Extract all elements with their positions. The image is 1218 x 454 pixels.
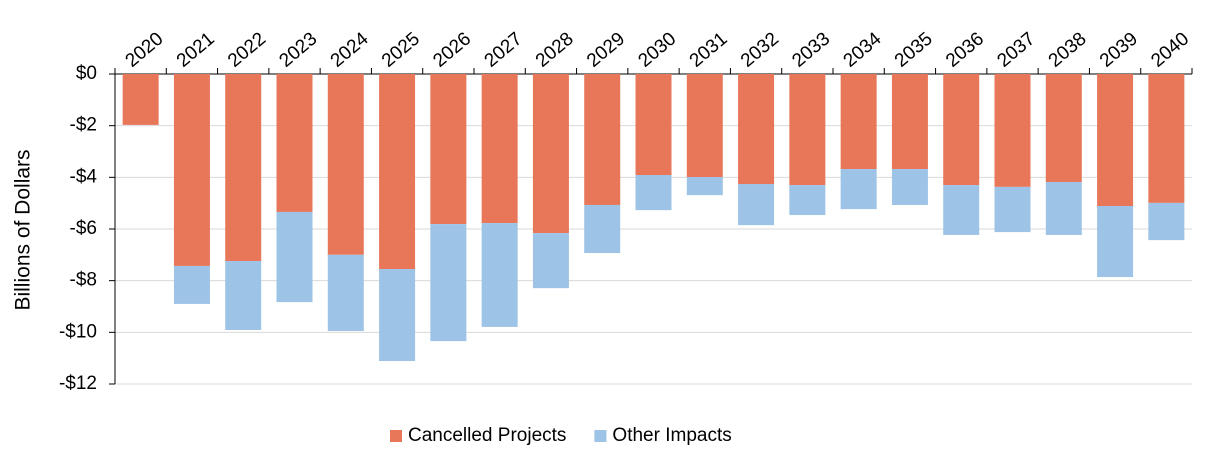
x-tick-label: 2029 [583, 28, 629, 71]
bar-segment [532, 233, 569, 289]
bar-segment [891, 74, 928, 170]
bar-segment [122, 74, 159, 125]
bar-segment [1097, 206, 1134, 278]
bar-segment [686, 177, 723, 196]
x-tick-label: 2031 [686, 28, 732, 71]
x-tick-label: 2033 [788, 28, 834, 71]
bar-segment [686, 74, 723, 178]
bar-segment [276, 211, 313, 303]
x-tick-label: 2021 [173, 28, 219, 71]
bar-segment [994, 74, 1031, 187]
bar-segment [1097, 74, 1134, 207]
y-tick-label: -$8 [70, 270, 97, 291]
bar-segment [1148, 202, 1185, 241]
y-tick-label: $0 [76, 63, 97, 84]
bar-segment [225, 74, 262, 262]
bar-segment [789, 185, 826, 216]
legend-swatch [594, 430, 607, 442]
bar-segment [532, 74, 569, 234]
bar-segment [635, 175, 672, 211]
y-tick-label: -$10 [59, 321, 97, 342]
bar-segment [584, 74, 621, 205]
bar-segment [1045, 181, 1082, 235]
bar-segment [327, 74, 364, 255]
y-tick-label: -$6 [70, 218, 97, 239]
bar-segment [943, 74, 980, 186]
y-tick-label: -$12 [59, 373, 97, 394]
x-tick-label: 2040 [1147, 28, 1193, 71]
bar-segment [738, 74, 775, 185]
y-tick-label: -$2 [70, 115, 97, 136]
bar-segment [635, 74, 672, 176]
bar-segment [943, 185, 980, 235]
bar-segment [173, 74, 210, 266]
x-tick-label: 2027 [481, 28, 527, 71]
bar-segment [173, 265, 210, 304]
bar-segment [1045, 74, 1082, 182]
y-axis-label: Billions of Dollars [12, 149, 35, 310]
bar-segment [379, 74, 416, 270]
x-tick-label: 2023 [275, 28, 321, 71]
x-tick-label: 2030 [634, 28, 680, 71]
bar-segment [430, 224, 467, 342]
x-tick-label: 2025 [378, 28, 424, 71]
x-tick-label: 2038 [1045, 28, 1091, 71]
bar-segment [994, 186, 1031, 233]
bar-segment [738, 184, 775, 226]
x-tick-label: 2028 [532, 28, 578, 71]
x-tick-label: 2039 [1096, 28, 1142, 71]
x-tick-label: 2036 [942, 28, 988, 71]
bar-segment [840, 74, 877, 170]
bar-segment [481, 74, 518, 224]
bar-segment [379, 269, 416, 362]
x-tick-label: 2026 [429, 28, 475, 71]
bar-segment [327, 254, 364, 332]
bar-segment [840, 169, 877, 210]
y-tick-label: -$4 [70, 166, 98, 187]
x-tick-label: 2024 [327, 28, 373, 72]
bar-segment [891, 169, 928, 205]
legend-swatch [390, 430, 402, 442]
bar-segment [1148, 74, 1185, 203]
x-tick-label: 2032 [737, 28, 783, 71]
x-tick-label: 2034 [840, 28, 886, 72]
legend-label: Cancelled Projects [408, 425, 566, 446]
x-tick-label: 2037 [993, 28, 1039, 71]
x-tick-label: 2022 [224, 28, 270, 71]
x-tick-label: 2020 [122, 28, 168, 71]
bar-segment [789, 74, 826, 186]
bar-segment [584, 204, 621, 254]
bar-segment [481, 223, 518, 327]
bar-segment [276, 74, 313, 212]
x-tick-label: 2035 [891, 28, 937, 71]
legend-label: Other Impacts [612, 425, 731, 446]
bar-segment [225, 261, 262, 331]
bar-segment [430, 74, 467, 225]
